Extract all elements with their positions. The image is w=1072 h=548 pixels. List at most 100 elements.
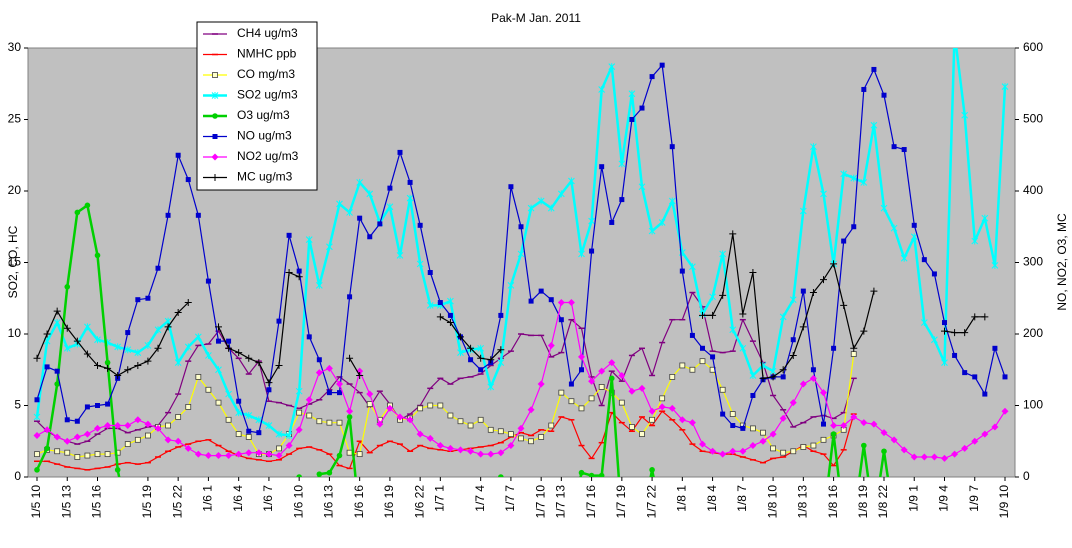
marker	[236, 398, 242, 404]
marker	[265, 379, 273, 387]
marker	[508, 517, 514, 523]
marker	[729, 447, 737, 455]
marker	[799, 207, 807, 215]
marker	[537, 197, 545, 205]
marker	[255, 449, 263, 457]
marker	[356, 178, 364, 186]
marker	[921, 257, 927, 263]
marker	[336, 380, 343, 388]
marker	[740, 425, 746, 431]
marker	[54, 381, 60, 387]
marker	[144, 341, 152, 349]
marker	[699, 358, 706, 365]
marker	[749, 371, 757, 379]
marker	[518, 435, 524, 442]
marker	[467, 447, 475, 455]
marker	[94, 451, 101, 458]
marker	[306, 334, 312, 340]
marker	[860, 327, 868, 335]
marker	[174, 309, 182, 317]
marker	[790, 337, 796, 343]
marker	[679, 362, 686, 369]
marker	[306, 412, 313, 419]
marker	[487, 356, 495, 364]
marker	[215, 399, 222, 406]
marker	[245, 434, 252, 440]
marker	[53, 307, 61, 315]
marker	[165, 422, 171, 429]
marker	[739, 310, 747, 318]
marker	[759, 374, 767, 382]
marker	[841, 517, 847, 523]
marker	[235, 409, 243, 417]
marker	[477, 354, 485, 362]
marker	[416, 260, 424, 268]
marker	[941, 327, 948, 335]
marker	[659, 62, 665, 68]
marker	[942, 320, 947, 326]
marker	[174, 437, 182, 445]
marker	[275, 430, 283, 438]
marker	[648, 407, 656, 415]
marker	[669, 373, 676, 380]
marker	[73, 337, 81, 345]
x-tick-label: 1/6 7	[261, 485, 275, 512]
marker	[477, 344, 485, 352]
legend-label: CO mg/m3	[237, 67, 295, 81]
marker	[951, 329, 959, 337]
marker	[125, 517, 131, 523]
marker	[83, 350, 91, 358]
marker	[790, 448, 797, 455]
y-tick-label: 0	[14, 469, 21, 483]
marker	[649, 416, 655, 423]
marker	[347, 294, 353, 300]
marker	[446, 319, 454, 327]
marker	[255, 359, 263, 367]
x-tick-label: 1/5 19	[140, 485, 154, 519]
marker	[436, 442, 444, 450]
marker	[890, 224, 898, 232]
marker	[588, 217, 595, 225]
marker	[285, 432, 293, 440]
marker	[911, 222, 917, 228]
marker	[205, 351, 212, 359]
marker	[608, 375, 615, 382]
marker	[487, 383, 495, 391]
marker	[730, 423, 736, 429]
marker	[810, 367, 816, 373]
marker	[53, 433, 61, 441]
marker	[305, 236, 313, 244]
marker	[211, 153, 219, 161]
marker	[245, 412, 253, 420]
marker	[356, 451, 363, 458]
marker	[84, 323, 91, 331]
marker	[124, 346, 132, 354]
x-tick-label: 1/7 16	[584, 485, 598, 519]
marker	[114, 467, 121, 473]
marker	[689, 332, 695, 338]
marker	[880, 204, 888, 212]
marker	[910, 453, 918, 461]
marker	[910, 233, 918, 241]
marker	[397, 149, 403, 155]
marker	[729, 411, 736, 417]
marker	[64, 449, 71, 456]
marker	[608, 359, 616, 367]
marker	[709, 311, 717, 319]
marker	[216, 338, 221, 344]
marker	[689, 263, 696, 271]
marker	[689, 366, 696, 373]
marker	[901, 147, 907, 153]
marker	[618, 160, 626, 168]
marker	[145, 295, 151, 301]
marker	[809, 374, 817, 382]
marker	[619, 197, 625, 203]
marker	[63, 437, 71, 445]
marker	[951, 450, 959, 458]
x-tick-label: 1/8 13	[796, 485, 810, 519]
marker	[598, 472, 605, 477]
marker	[719, 450, 727, 458]
marker	[841, 238, 847, 244]
marker	[629, 117, 635, 122]
marker	[750, 392, 756, 398]
